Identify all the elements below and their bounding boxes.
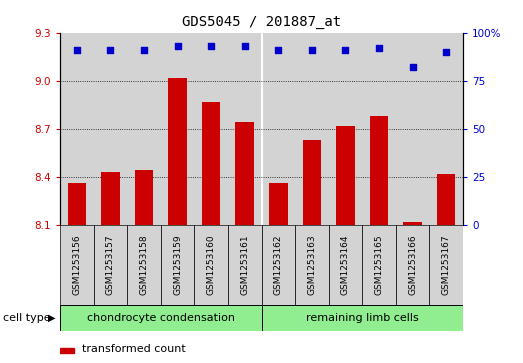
Bar bbox=[127, 225, 161, 305]
Text: GSM1253156: GSM1253156 bbox=[72, 234, 82, 295]
Text: GSM1253163: GSM1253163 bbox=[308, 234, 316, 295]
Text: GSM1253160: GSM1253160 bbox=[207, 234, 215, 295]
Bar bbox=[235, 122, 254, 225]
Bar bbox=[396, 225, 429, 305]
Text: ▶: ▶ bbox=[48, 313, 55, 323]
Text: cell type: cell type bbox=[3, 313, 50, 323]
Bar bbox=[328, 33, 362, 225]
Text: GSM1253167: GSM1253167 bbox=[441, 234, 451, 295]
Bar bbox=[370, 116, 388, 225]
Bar bbox=[429, 33, 463, 225]
Bar bbox=[168, 78, 187, 225]
Bar bbox=[60, 225, 94, 305]
Bar bbox=[362, 33, 396, 225]
Bar bbox=[101, 172, 120, 225]
Bar bbox=[269, 183, 288, 225]
Text: GSM1253166: GSM1253166 bbox=[408, 234, 417, 295]
Bar bbox=[67, 183, 86, 225]
Bar bbox=[127, 33, 161, 225]
Point bbox=[174, 43, 182, 49]
Bar bbox=[437, 174, 456, 225]
Point bbox=[207, 43, 215, 49]
Bar bbox=[396, 33, 429, 225]
Bar bbox=[303, 140, 321, 225]
Bar bbox=[195, 33, 228, 225]
Bar bbox=[228, 33, 262, 225]
Point bbox=[375, 45, 383, 51]
Point bbox=[73, 47, 81, 53]
Point bbox=[408, 64, 417, 70]
Title: GDS5045 / 201887_at: GDS5045 / 201887_at bbox=[182, 15, 341, 29]
Bar bbox=[336, 126, 355, 225]
Bar bbox=[262, 305, 463, 331]
Bar bbox=[161, 33, 195, 225]
Bar bbox=[262, 33, 295, 225]
Point bbox=[106, 47, 115, 53]
Bar bbox=[262, 225, 295, 305]
Bar bbox=[295, 33, 328, 225]
Text: GSM1253164: GSM1253164 bbox=[341, 235, 350, 295]
Text: GSM1253161: GSM1253161 bbox=[240, 234, 249, 295]
Bar bbox=[195, 225, 228, 305]
Text: GSM1253165: GSM1253165 bbox=[374, 234, 383, 295]
Bar bbox=[295, 225, 328, 305]
Point bbox=[341, 47, 349, 53]
Bar bbox=[202, 102, 220, 225]
Bar bbox=[60, 347, 74, 353]
Text: GSM1253158: GSM1253158 bbox=[140, 234, 149, 295]
Point bbox=[140, 47, 148, 53]
Bar bbox=[328, 225, 362, 305]
Bar bbox=[403, 222, 422, 225]
Text: transformed count: transformed count bbox=[82, 344, 186, 354]
Point bbox=[274, 47, 282, 53]
Bar bbox=[94, 33, 127, 225]
Bar bbox=[429, 225, 463, 305]
Text: GSM1253159: GSM1253159 bbox=[173, 234, 182, 295]
Text: GSM1253162: GSM1253162 bbox=[274, 235, 283, 295]
Bar bbox=[94, 225, 127, 305]
Text: chondrocyte condensation: chondrocyte condensation bbox=[87, 313, 235, 323]
Bar bbox=[60, 305, 262, 331]
Bar bbox=[161, 225, 195, 305]
Text: GSM1253157: GSM1253157 bbox=[106, 234, 115, 295]
Bar bbox=[135, 170, 153, 225]
Point bbox=[241, 43, 249, 49]
Point bbox=[308, 47, 316, 53]
Text: remaining limb cells: remaining limb cells bbox=[306, 313, 418, 323]
Bar bbox=[60, 33, 94, 225]
Point bbox=[442, 49, 450, 55]
Bar bbox=[228, 225, 262, 305]
Bar bbox=[362, 225, 396, 305]
